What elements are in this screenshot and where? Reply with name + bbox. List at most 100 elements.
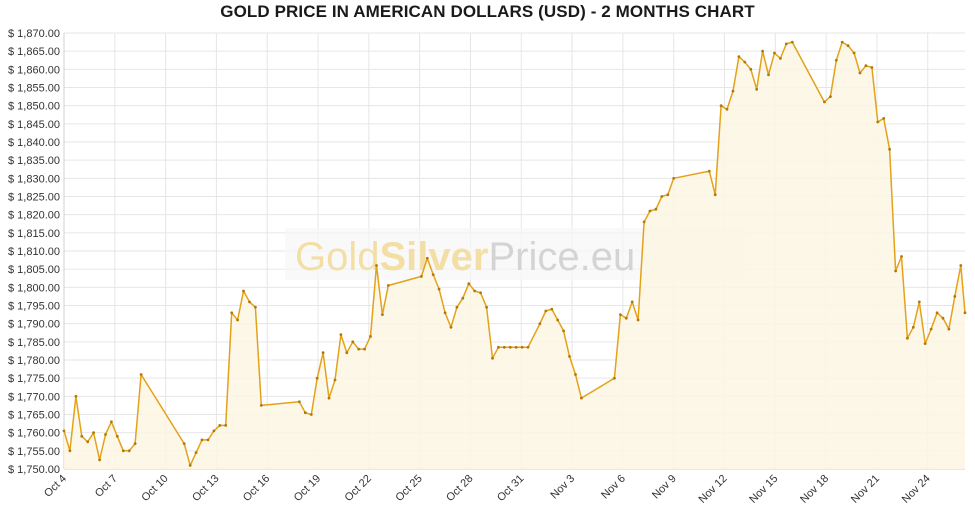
data-point	[467, 282, 471, 286]
data-point	[619, 313, 622, 316]
data-point	[731, 89, 735, 93]
y-tick-label: $ 1,780.00	[8, 355, 60, 367]
data-point	[761, 49, 764, 53]
data-point	[303, 411, 307, 415]
data-point	[86, 440, 90, 444]
data-point	[864, 64, 868, 68]
data-point	[923, 342, 927, 345]
data-point	[846, 44, 850, 48]
data-point	[767, 73, 770, 77]
data-point	[888, 147, 891, 151]
data-point	[520, 345, 524, 349]
data-point	[309, 413, 313, 416]
data-point	[906, 336, 909, 340]
y-tick-label: $ 1,790.00	[8, 319, 60, 331]
y-tick-label: $ 1,850.00	[8, 101, 60, 113]
x-tick-label: Nov 6	[599, 473, 628, 502]
x-axis-labels: Oct 4 Oct 7 Oct 10 Oct 13 Oct 16 Oct 19 Oct 22…	[42, 473, 933, 506]
chart-title: GOLD PRICE IN AMERICAN DOLLARS (USD) - 2…	[220, 2, 755, 21]
data-point	[508, 345, 512, 349]
data-point	[929, 327, 933, 331]
price-area	[64, 42, 965, 469]
data-point	[894, 269, 897, 273]
data-point	[672, 176, 676, 180]
data-point	[431, 273, 435, 276]
data-point	[62, 429, 66, 433]
data-point	[188, 464, 192, 467]
data-point	[834, 58, 838, 62]
data-point	[713, 193, 717, 197]
data-point	[858, 71, 862, 75]
x-tick-label: Oct 16	[241, 473, 272, 504]
data-point	[473, 289, 477, 293]
data-point	[386, 284, 390, 287]
y-tick-label: $ 1,865.00	[8, 46, 60, 58]
data-point	[660, 195, 664, 198]
data-point	[443, 311, 447, 315]
data-point	[882, 117, 886, 120]
data-point	[68, 449, 72, 453]
y-tick-label: $ 1,820.00	[8, 210, 60, 222]
price-points	[62, 40, 967, 467]
data-point	[369, 335, 372, 338]
y-tick-label: $ 1,775.00	[8, 373, 60, 385]
data-point	[666, 193, 670, 197]
data-point	[829, 95, 832, 98]
data-point	[127, 449, 131, 453]
data-point	[315, 376, 319, 380]
data-point	[425, 256, 429, 260]
data-point	[381, 313, 384, 316]
data-point	[351, 340, 355, 344]
data-point	[648, 209, 652, 213]
data-point	[339, 333, 343, 336]
y-tick-label: $ 1,765.00	[8, 410, 60, 422]
data-point	[224, 424, 228, 427]
data-point	[642, 220, 646, 224]
y-tick-label: $ 1,770.00	[8, 391, 60, 403]
data-point	[755, 87, 759, 91]
data-point	[115, 434, 119, 438]
data-point	[479, 291, 482, 295]
data-point	[707, 169, 711, 173]
data-point	[104, 433, 107, 436]
data-point	[636, 318, 640, 322]
y-tick-label: $ 1,760.00	[8, 428, 60, 440]
price-area-fill	[64, 42, 965, 469]
y-tick-label: $ 1,800.00	[8, 282, 60, 294]
y-tick-label: $ 1,860.00	[8, 64, 60, 76]
y-tick-label: $ 1,870.00	[8, 28, 60, 40]
data-point	[497, 345, 500, 349]
data-point	[876, 120, 880, 124]
x-tick-label: Oct 7	[93, 473, 120, 500]
x-tick-label: Nov 12	[696, 473, 729, 506]
data-point	[613, 376, 616, 380]
x-tick-label: Oct 13	[190, 473, 221, 504]
y-tick-label: $ 1,825.00	[8, 192, 60, 204]
data-point	[491, 356, 494, 360]
y-tick-label: $ 1,795.00	[8, 301, 60, 313]
data-point	[963, 311, 967, 315]
x-tick-label: Nov 24	[900, 473, 933, 506]
data-point	[568, 355, 571, 358]
data-point	[200, 438, 204, 442]
y-tick-label: $ 1,750.00	[8, 464, 60, 476]
data-point	[218, 424, 222, 427]
data-point	[139, 373, 143, 376]
data-point	[725, 107, 729, 111]
watermark-part: Silver	[380, 235, 489, 279]
data-point	[449, 325, 453, 329]
y-tick-label: $ 1,810.00	[8, 246, 60, 258]
y-tick-label: $ 1,805.00	[8, 264, 60, 276]
x-tick-label: Oct 19	[292, 473, 323, 504]
data-point	[941, 316, 945, 320]
data-point	[357, 347, 361, 351]
data-point	[773, 51, 776, 55]
x-tick-label: Oct 31	[495, 473, 526, 504]
data-point	[254, 305, 257, 309]
data-point	[917, 300, 921, 304]
data-point	[514, 345, 518, 349]
data-point	[80, 434, 84, 438]
data-point	[947, 327, 951, 331]
x-tick-label: Nov 18	[798, 473, 831, 506]
